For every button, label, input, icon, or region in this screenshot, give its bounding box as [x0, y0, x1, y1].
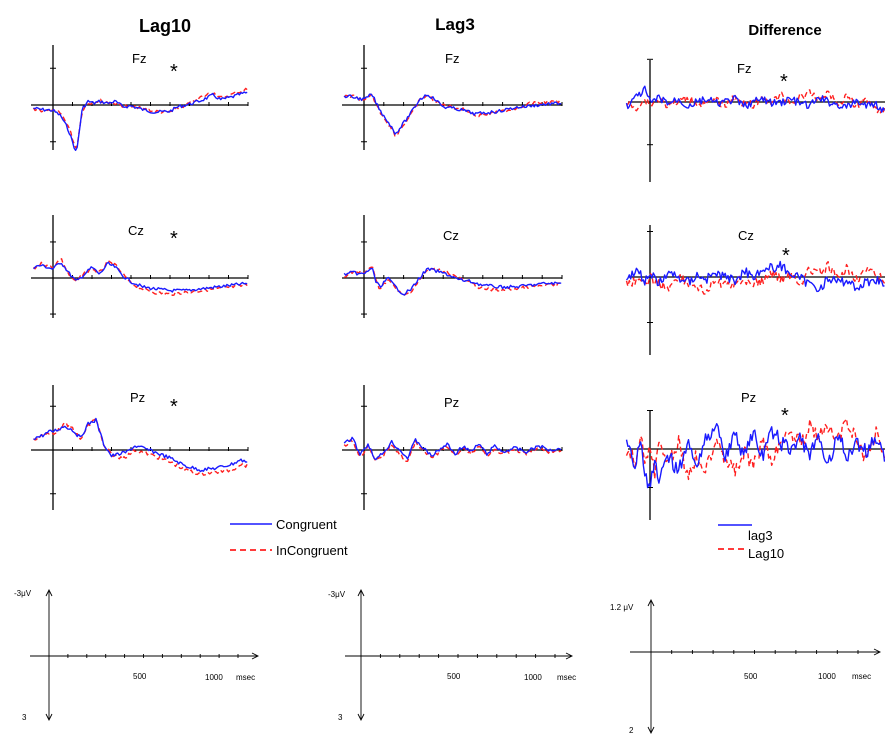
scale-x1000-2: 1000 [524, 673, 542, 682]
panel-diff_fz [625, 58, 885, 182]
column-title-lag3: Lag3 [435, 15, 475, 34]
legend-label-lag10: Lag10 [748, 546, 784, 561]
scale-unit-3: msec [852, 672, 871, 681]
scale-arrow-right-2 [565, 652, 574, 660]
waveform-lag10_fz-congruent [33, 91, 248, 151]
scale-arrow-down-3 [647, 726, 655, 735]
erp-panels [31, 45, 885, 520]
scale-ybottom-3: 2 [629, 726, 634, 735]
waveform-lag10_cz-incongruent [33, 258, 248, 296]
panel-diff_pz [625, 410, 885, 520]
panel-lag3_pz [342, 385, 563, 510]
scale-arrow-up-3 [647, 598, 655, 607]
waveform-lag3_cz-congruent [343, 267, 562, 296]
significance-star-lag10-pz: * [170, 396, 178, 418]
electrode-label-diff-cz: Cz [738, 228, 754, 243]
panel-lag3_fz [342, 45, 563, 150]
waveform-lag3_fz-congruent [343, 93, 562, 135]
scale-ybottom-2: 3 [338, 713, 343, 722]
scale-unit-2: msec [557, 673, 576, 682]
waveform-diff_pz-lag10 [625, 418, 885, 481]
panel-lag3_cz [342, 215, 563, 318]
scale-x500-3: 500 [744, 672, 758, 681]
waveform-diff_cz-lag10 [625, 261, 885, 295]
scale-bar-2 [345, 588, 574, 722]
legend-lag: lag3 Lag10 [718, 524, 784, 561]
legend-label-congruent: Congruent [276, 517, 337, 532]
scale-arrow-up-1 [45, 588, 53, 597]
waveform-lag10_cz-congruent [33, 261, 248, 293]
legend-congruency: Congruent InCongruent [230, 517, 348, 558]
panel-lag10_fz [31, 45, 249, 151]
panel-diff_cz [625, 225, 885, 355]
scale-x1000-1: 1000 [205, 673, 223, 682]
column-title-lag10: Lag10 [139, 16, 191, 36]
scale-ytop-3: 1.2 μV [610, 603, 634, 612]
scale-arrow-right-3 [873, 648, 882, 656]
scale-arrow-right-1 [251, 652, 260, 660]
scale-arrow-down-2 [357, 713, 365, 722]
significance-star-diff-fz: * [780, 71, 788, 93]
scale-unit-1: msec [236, 673, 255, 682]
waveform-diff_fz-lag10 [626, 89, 885, 115]
significance-star-lag10-fz: * [170, 61, 178, 83]
waveform-lag3_fz-incongruent [343, 93, 562, 137]
scale-bars [30, 588, 882, 735]
scale-bar-3 [630, 598, 882, 735]
electrode-label-lag3-cz: Cz [443, 228, 459, 243]
electrode-label-diff-fz: Fz [737, 61, 751, 76]
legend-label-incongruent: InCongruent [276, 543, 348, 558]
waveform-diff_cz-lag3 [625, 260, 885, 293]
waveform-lag3_pz-congruent [343, 436, 562, 461]
scale-ytop-2: -3μV [328, 590, 346, 599]
electrode-label-lag10-pz: Pz [130, 390, 145, 405]
waveform-lag3_cz-incongruent [344, 266, 562, 296]
electrode-label-lag10-fz: Fz [132, 51, 146, 66]
significance-star-lag10-cz: * [170, 228, 178, 250]
scale-ytop-1: -3μV [14, 589, 32, 598]
legend-label-lag3: lag3 [748, 528, 773, 543]
waveform-lag10_pz-congruent [33, 417, 248, 473]
waveform-diff_fz-lag3 [625, 85, 885, 113]
electrode-label-diff-pz: Pz [741, 390, 756, 405]
panel-lag10_cz [31, 215, 249, 318]
significance-star-diff-pz: * [781, 405, 789, 427]
electrode-label-lag3-fz: Fz [445, 51, 459, 66]
scale-arrow-up-2 [357, 588, 365, 597]
significance-star-diff-cz: * [782, 245, 790, 267]
scale-bar-1 [30, 588, 260, 722]
electrode-label-lag10-cz: Cz [128, 223, 144, 238]
panel-lag10_pz [31, 385, 249, 510]
electrode-label-lag3-pz: Pz [444, 395, 459, 410]
scale-x1000-3: 1000 [818, 672, 836, 681]
column-title-difference: Difference [748, 22, 821, 39]
scale-x500-1: 500 [133, 672, 147, 681]
scale-x500-2: 500 [447, 672, 461, 681]
waveform-diff_pz-lag3 [625, 423, 885, 489]
scale-arrow-down-1 [45, 713, 53, 722]
waveform-lag10_pz-incongruent [33, 417, 248, 476]
scale-ybottom-1: 3 [22, 713, 27, 722]
